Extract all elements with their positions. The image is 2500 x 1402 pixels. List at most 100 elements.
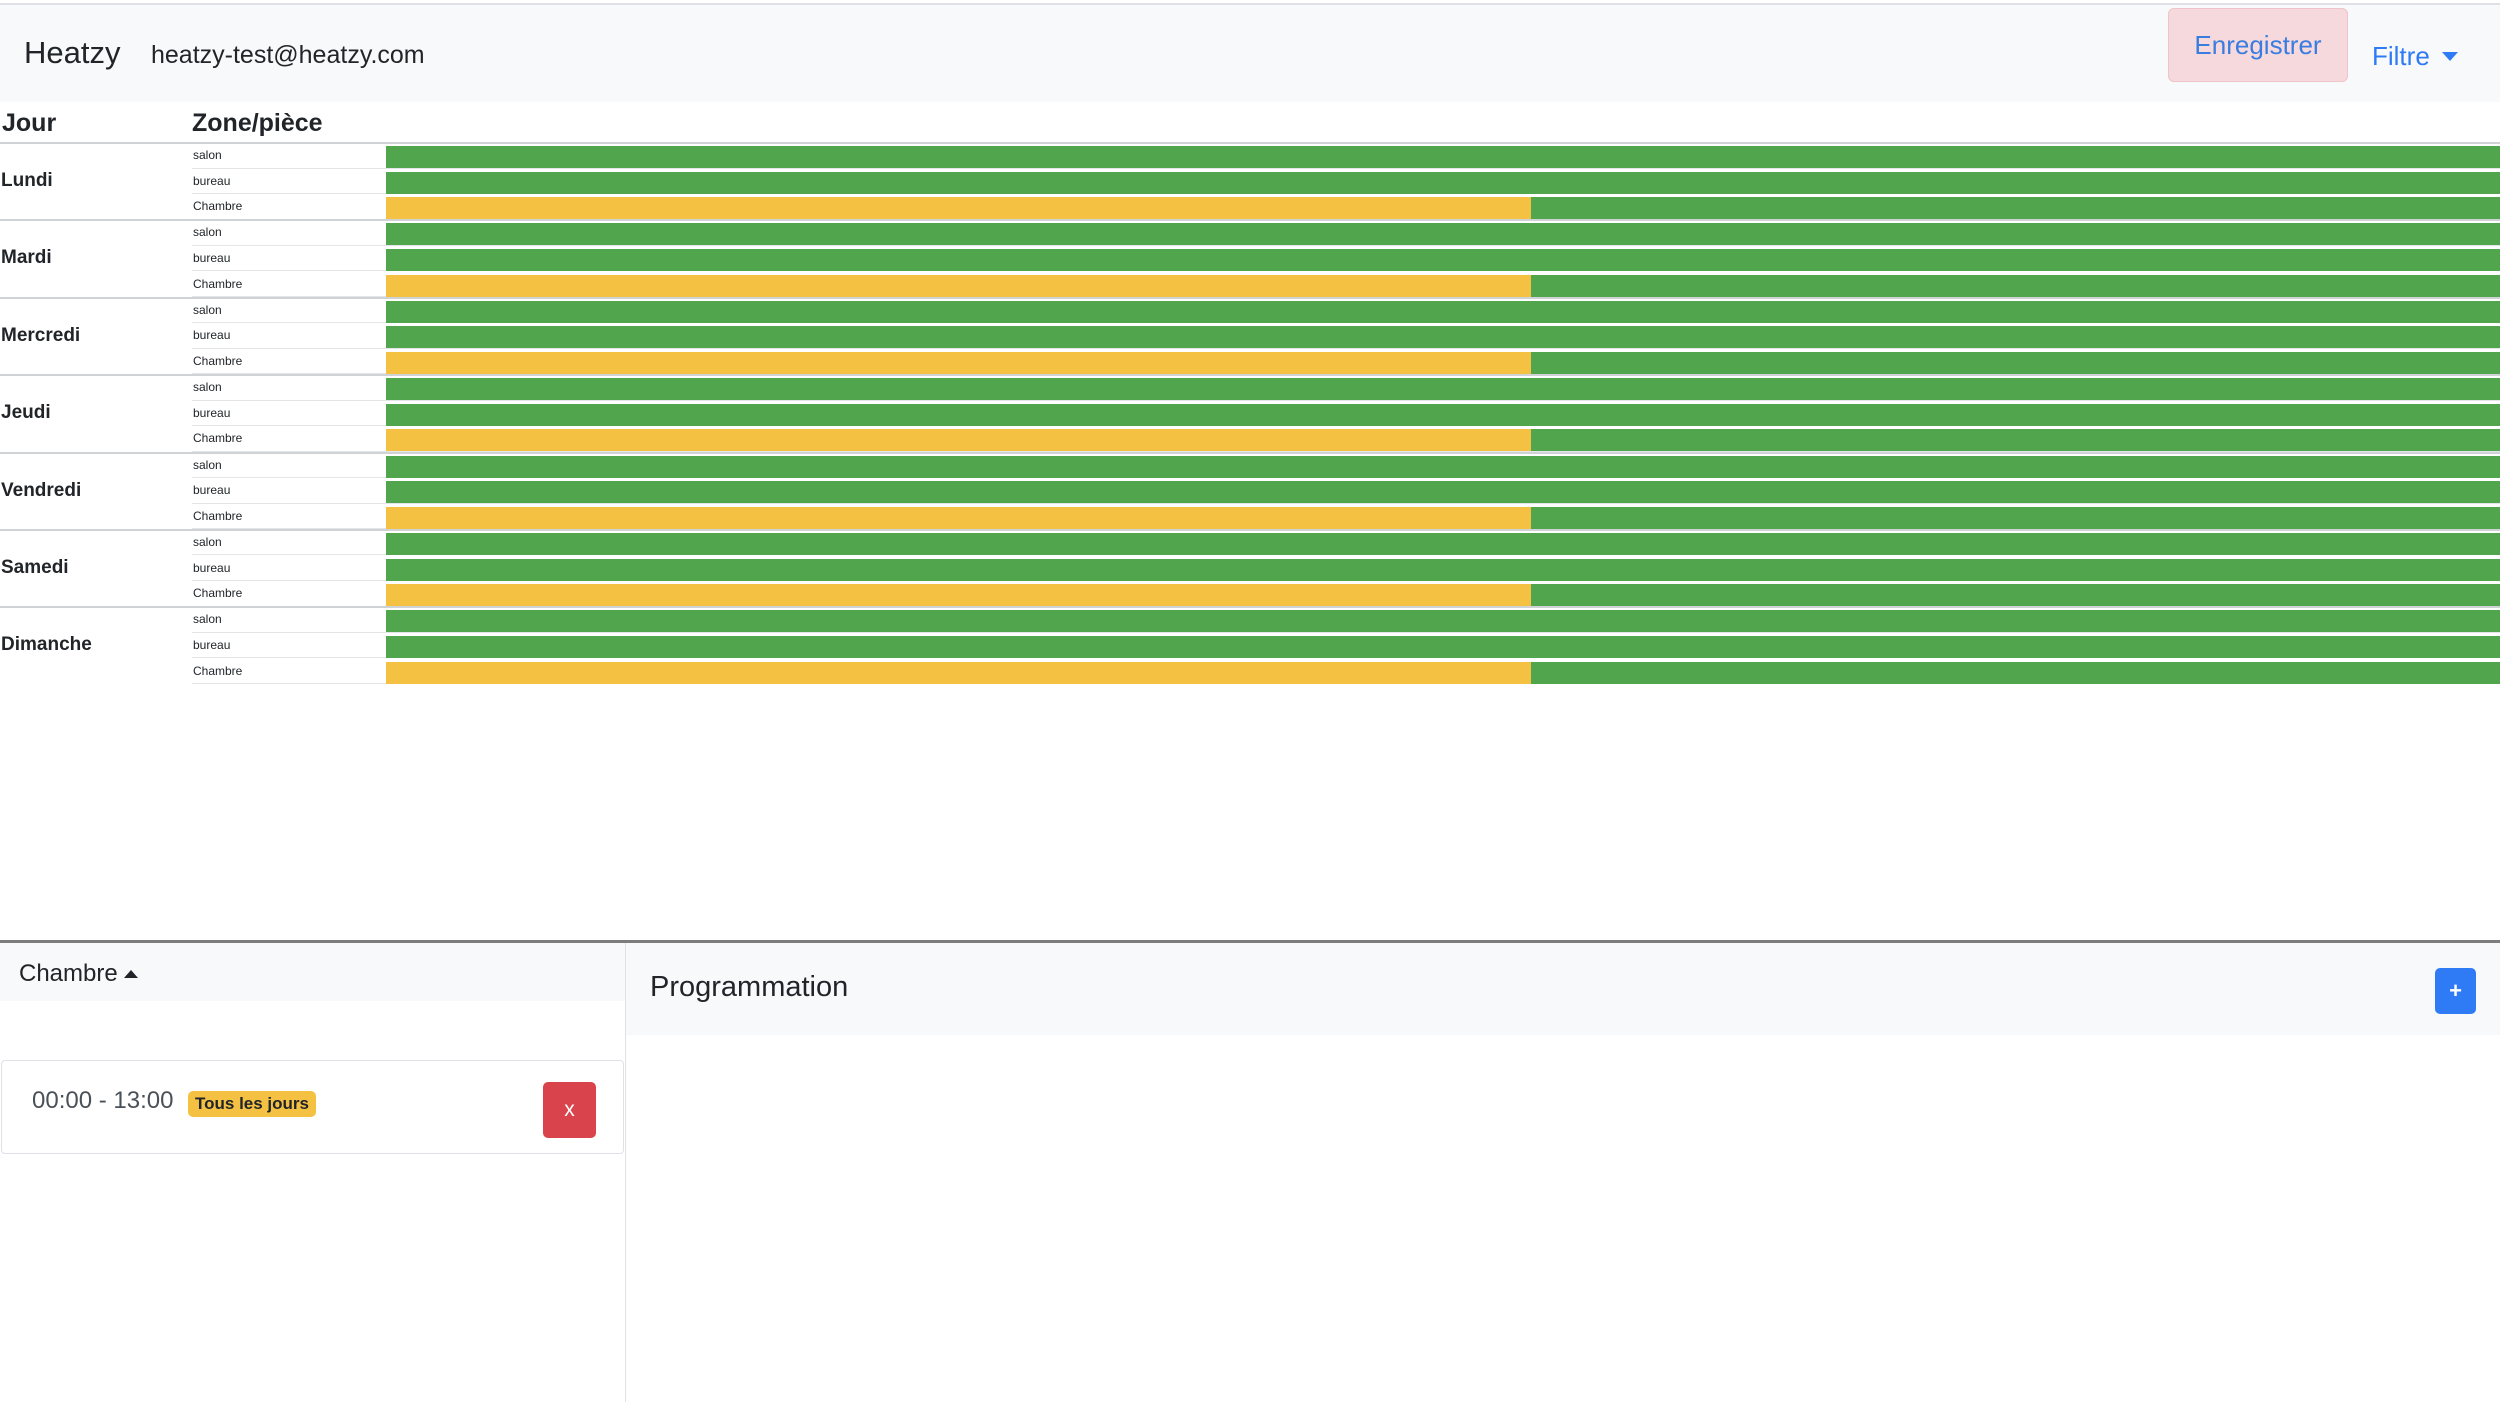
schedule-segment-confort[interactable] [386, 635, 2500, 658]
zone-label: salon [193, 302, 222, 317]
pane-splitter[interactable] [0, 940, 2500, 943]
day-label: Lundi [1, 170, 53, 191]
zone-row: Chambre [192, 273, 2500, 298]
zone-label: bureau [193, 560, 231, 575]
schedule-segment-eco[interactable] [386, 661, 1532, 684]
zone-row: salon [192, 144, 2500, 169]
zone-label: Chambre [193, 508, 243, 523]
schedule-bar[interactable] [386, 584, 2500, 607]
schedule-bar[interactable] [386, 455, 2500, 478]
schedule-segment-confort[interactable] [386, 532, 2500, 555]
programmation-title: Programmation [650, 971, 849, 1003]
top-navbar: Heatzy heatzy-test@heatzy.com Enregistre… [0, 3, 2500, 102]
schedule-bar[interactable] [386, 274, 2500, 297]
zone-row: salon [192, 376, 2500, 401]
zone-label: bureau [193, 173, 231, 188]
schedule-bar[interactable] [386, 429, 2500, 452]
time-slot-card[interactable]: 00:00 - 13:00 Tous les jours x [1, 1060, 624, 1154]
save-button[interactable]: Enregistrer [2168, 8, 2348, 82]
schedule-bar[interactable] [386, 558, 2500, 581]
zone-row: Chambre [192, 505, 2500, 530]
schedule-bar[interactable] [386, 610, 2500, 633]
zone-row: Chambre [192, 195, 2500, 220]
schedule-segment-confort[interactable] [1531, 351, 2500, 374]
zone-panel: Chambre 00:00 - 13:00 Tous les jours x [0, 943, 626, 1402]
schedule-segment-eco[interactable] [386, 429, 1532, 452]
schedule-bar[interactable] [386, 661, 2500, 684]
schedule-bar[interactable] [386, 506, 2500, 529]
zone-row: salon [192, 454, 2500, 479]
programmation-panel: Programmation + [626, 943, 2500, 1402]
schedule-segment-confort[interactable] [386, 610, 2500, 633]
schedule-segment-confort[interactable] [386, 146, 2500, 168]
zone-label: Chambre [193, 353, 243, 368]
schedule-segment-eco[interactable] [386, 351, 1532, 374]
schedule-segment-confort[interactable] [386, 248, 2500, 271]
zone-row: Chambre [192, 660, 2500, 685]
user-email: heatzy-test@heatzy.com [151, 41, 425, 69]
day-group: Lundi salon bureau Chambre [0, 142, 2500, 220]
schedule-segment-confort[interactable] [1531, 506, 2500, 529]
zone-row: salon [192, 608, 2500, 633]
schedule-segment-confort[interactable] [386, 223, 2500, 246]
schedule-bar[interactable] [386, 481, 2500, 504]
schedule-segment-confort[interactable] [1531, 584, 2500, 607]
schedule-bar[interactable] [386, 197, 2500, 220]
schedule-segment-confort[interactable] [386, 481, 2500, 504]
day-group: Dimanche salon bureau Chambre [0, 606, 2500, 685]
schedule-segment-eco[interactable] [386, 506, 1532, 529]
schedule-segment-confort[interactable] [1531, 274, 2500, 297]
schedule-bar[interactable] [386, 300, 2500, 323]
programmation-header: Programmation + [626, 943, 2500, 1035]
schedule-segment-eco[interactable] [386, 197, 1532, 220]
day-label: Dimanche [1, 634, 92, 656]
zone-label: bureau [193, 637, 231, 652]
schedule-segment-eco[interactable] [386, 584, 1532, 607]
schedule-segment-confort[interactable] [1531, 429, 2500, 452]
zone-label: Chambre [193, 276, 243, 291]
zone-row: Chambre [192, 350, 2500, 375]
day-label: Jeudi [1, 402, 51, 424]
zone-selector[interactable]: Chambre [19, 960, 138, 988]
schedule-segment-confort[interactable] [386, 558, 2500, 581]
schedule-bar[interactable] [386, 378, 2500, 401]
schedule-bar[interactable] [386, 326, 2500, 349]
chevron-down-icon [2441, 52, 2458, 61]
schedule-segment-confort[interactable] [1531, 197, 2500, 220]
schedule-bar[interactable] [386, 403, 2500, 426]
schedule-segment-confort[interactable] [386, 326, 2500, 349]
delete-slot-button[interactable]: x [543, 1082, 596, 1138]
filter-dropdown[interactable]: Filtre [2372, 41, 2458, 72]
zone-label: Chambre [193, 199, 243, 214]
schedule-bar[interactable] [386, 248, 2500, 271]
add-slot-button[interactable]: + [2435, 968, 2476, 1014]
schedule-bar[interactable] [386, 351, 2500, 374]
brand-logo-text[interactable]: Heatzy [24, 35, 121, 70]
zone-label: bureau [193, 483, 231, 498]
schedule-bar[interactable] [386, 146, 2500, 168]
schedule-segment-eco[interactable] [386, 274, 1532, 297]
zone-row: bureau [192, 634, 2500, 659]
schedule-bar[interactable] [386, 532, 2500, 555]
schedule-bar[interactable] [386, 635, 2500, 658]
zone-label: bureau [193, 328, 231, 343]
zone-label: salon [193, 148, 222, 162]
schedule-bar[interactable] [386, 223, 2500, 246]
column-header-day: Jour [2, 109, 57, 137]
time-slot-range: 00:00 - 13:00 [32, 1087, 174, 1114]
schedule-segment-confort[interactable] [386, 455, 2500, 478]
zone-row: bureau [192, 170, 2500, 195]
schedule-segment-confort[interactable] [386, 378, 2500, 401]
schedule-segment-confort[interactable] [1531, 661, 2500, 684]
schedule-segment-confort[interactable] [386, 300, 2500, 323]
schedule-segment-confort[interactable] [386, 171, 2500, 194]
zone-row: bureau [192, 479, 2500, 504]
column-header-zone: Zone/pièce [192, 109, 323, 137]
day-label: Vendredi [1, 479, 82, 501]
day-group: Mardi salon bureau Chambre [0, 219, 2500, 298]
zone-row: salon [192, 299, 2500, 324]
schedule-segment-confort[interactable] [386, 403, 2500, 426]
zone-selector-label: Chambre [19, 960, 118, 987]
zone-row: salon [192, 221, 2500, 246]
schedule-bar[interactable] [386, 171, 2500, 194]
